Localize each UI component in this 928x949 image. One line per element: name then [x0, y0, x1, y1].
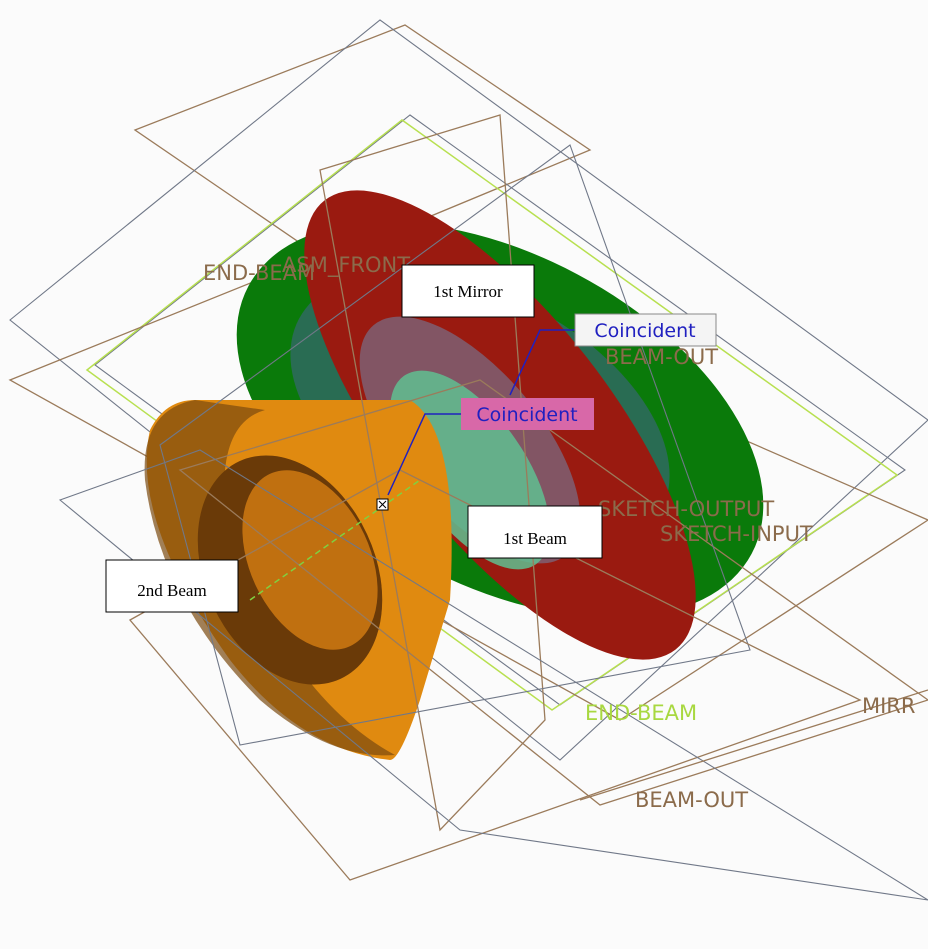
callout-label: 2nd Beam [137, 581, 206, 600]
callout-label: 1st Mirror [433, 282, 503, 301]
constraint-label[interactable]: Coincident [476, 404, 577, 426]
datum-label: END-BEAM [203, 261, 315, 285]
datum-planes-front [58, 114, 928, 901]
datum-label: END-BEAM [585, 701, 697, 725]
datum-label: SKETCH-OUTPUT [598, 497, 774, 521]
cone-shade [144, 400, 395, 756]
constraint-box[interactable] [461, 398, 594, 430]
datum-label: ASM_FRONT [282, 253, 410, 278]
constraint-label[interactable]: Coincident [594, 320, 695, 342]
constraint-box[interactable] [574, 313, 717, 347]
cone-core [242, 470, 378, 650]
callout-box [105, 559, 239, 613]
callout-box [467, 505, 603, 559]
constraint-marker-x [378, 500, 387, 509]
datum-label: SKETCH-INPUT [660, 522, 813, 546]
callout-label: 1st Beam [503, 529, 567, 548]
callout-box [401, 264, 535, 318]
leader-line [387, 413, 461, 496]
datum-label: BEAM-OUT [635, 788, 748, 812]
datum-label: BEAM-OUT [605, 345, 718, 369]
leader-line [509, 329, 575, 396]
datum-label: MIRR [862, 694, 916, 718]
